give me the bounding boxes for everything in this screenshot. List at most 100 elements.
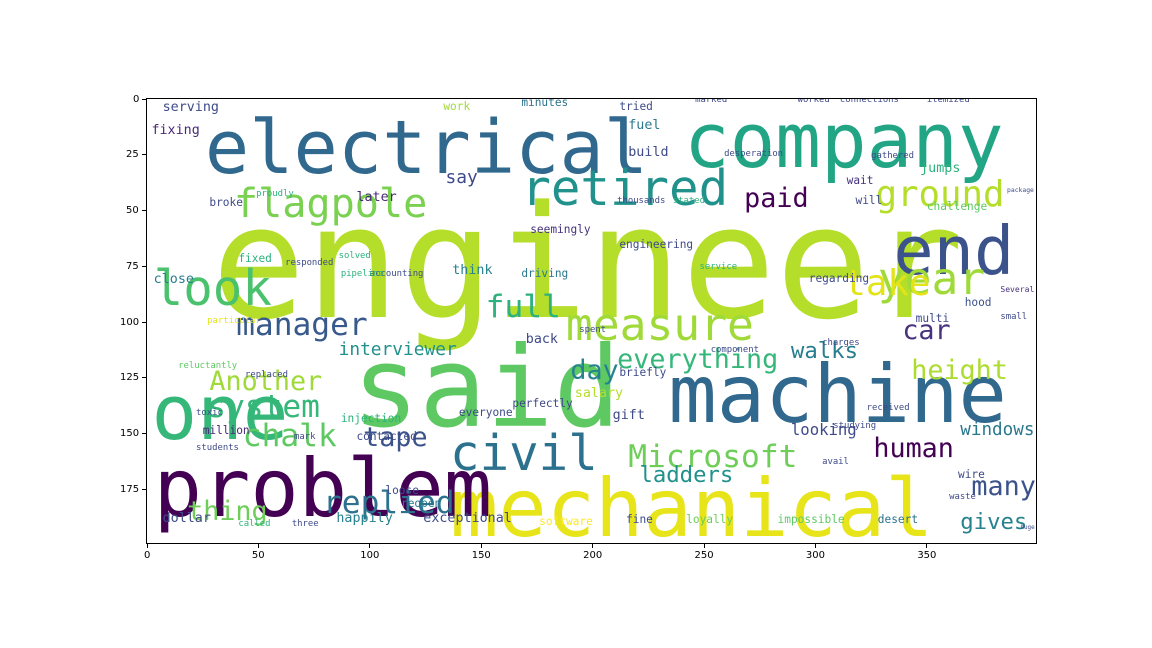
x-tick-mark xyxy=(146,544,148,548)
word-injection: injection xyxy=(340,412,402,426)
word-tape: tape xyxy=(363,422,428,454)
word-fixed: fixed xyxy=(238,251,272,265)
word-avail: avail xyxy=(822,456,849,467)
x-tick-mark xyxy=(814,544,816,548)
word-pipeline: pipeline xyxy=(340,269,384,280)
word-studying: studying xyxy=(833,420,877,431)
x-tick-label: 0 xyxy=(144,550,151,561)
word-close: close xyxy=(153,272,194,288)
word-driving: driving xyxy=(521,267,569,281)
word-height: height xyxy=(911,355,1008,387)
x-tick-label: 150 xyxy=(471,550,491,561)
word-huge: huge xyxy=(1020,523,1035,531)
word-civil: civil xyxy=(450,424,598,483)
y-tick-label: 25 xyxy=(126,149,139,161)
word-solved: solved xyxy=(338,251,371,262)
word-called: called xyxy=(238,519,271,530)
y-tick-mark xyxy=(142,321,146,323)
word-salary: salary xyxy=(574,385,624,401)
word-multi: multi xyxy=(915,311,950,325)
word-spent: spent xyxy=(579,324,607,335)
word-year: year xyxy=(877,252,986,305)
word-look: look xyxy=(153,259,272,318)
x-tick-mark xyxy=(592,544,594,548)
word-walks: walks xyxy=(790,337,859,364)
x-tick-mark xyxy=(369,544,371,548)
word-many: many xyxy=(971,471,1036,503)
word-machine: machine xyxy=(668,347,1007,442)
word-chalk: chalk xyxy=(242,418,337,455)
word-replaced: replaced xyxy=(245,369,288,380)
word-challenge: challenge xyxy=(926,200,988,214)
word-car: car xyxy=(902,315,951,346)
word-loyally: loyally xyxy=(686,512,734,526)
y-tick-label: 0 xyxy=(133,93,140,105)
y-tick-mark xyxy=(142,98,146,100)
word-package: package xyxy=(1007,185,1034,194)
x-tick-mark xyxy=(703,544,705,548)
word-impossible: impossible xyxy=(777,512,845,526)
word-particular: particular xyxy=(207,316,261,327)
word-seemingly: seemingly xyxy=(530,222,591,236)
word-fuel: fuel xyxy=(628,118,661,134)
word-retired: retired xyxy=(521,158,729,217)
word-one: one xyxy=(151,368,289,457)
word-measure: measure xyxy=(565,299,754,352)
word-think: think xyxy=(452,263,493,279)
word-company: company xyxy=(683,98,1004,185)
word-desert: desert xyxy=(877,512,919,526)
y-tick-mark xyxy=(142,377,146,379)
x-tick-label: 250 xyxy=(694,550,714,561)
word-engineering: engineering xyxy=(619,238,694,252)
word-tried: tried xyxy=(619,100,653,113)
x-tick-mark xyxy=(480,544,482,548)
word-proudly: proudly xyxy=(256,188,294,199)
y-tick-label: 125 xyxy=(120,372,140,384)
plot-area: engineer said machine mechanical problem elec… xyxy=(146,98,1037,544)
word-hood: hood xyxy=(964,296,992,310)
word-accounting: accounting xyxy=(369,269,424,280)
y-tick-mark xyxy=(142,210,146,212)
word-dollar: dollar xyxy=(162,510,211,526)
x-tick-mark xyxy=(257,544,259,548)
word-several: Several xyxy=(1000,285,1035,295)
word-wire: wire xyxy=(958,468,985,482)
word-full: full xyxy=(485,289,561,326)
word-jumps: jumps xyxy=(920,160,961,176)
word-looking: looking xyxy=(790,421,857,440)
word-paid: paid xyxy=(744,183,809,215)
word-loose: loose xyxy=(385,483,419,497)
word-service: service xyxy=(699,262,738,273)
y-tick-mark xyxy=(142,265,146,267)
word-reluctantly: reluctantly xyxy=(178,360,238,371)
word-gives: gives xyxy=(960,509,1028,536)
word-will: will xyxy=(855,193,883,207)
word-broke: broke xyxy=(209,195,243,209)
word-perfectly: perfectly xyxy=(512,396,573,410)
word-end: end xyxy=(893,212,1015,291)
word-gift: gift xyxy=(612,408,645,424)
word-work: work xyxy=(443,100,471,113)
word-thousands: thousands xyxy=(617,195,666,206)
word-build: build xyxy=(628,145,669,161)
word-million: million xyxy=(202,423,250,437)
x-tick-label: 100 xyxy=(360,550,380,561)
word-another: Another xyxy=(209,366,323,398)
word-component: component xyxy=(710,345,759,356)
word-contacted: contacted xyxy=(356,430,417,444)
word-day: day xyxy=(570,355,619,387)
word-mark: mark xyxy=(294,432,316,443)
y-tick-label: 75 xyxy=(126,260,139,272)
word-everyone: everyone xyxy=(458,405,513,419)
y-tick-mark xyxy=(142,154,146,156)
x-tick-mark xyxy=(926,544,928,548)
word-toxic: toxic xyxy=(196,407,223,418)
x-tick-label: 200 xyxy=(583,550,603,561)
y-tick-label: 50 xyxy=(126,205,139,217)
word-said: said xyxy=(351,323,621,454)
word-serving: serving xyxy=(162,100,219,116)
word-cloud: engineer said machine mechanical problem elec… xyxy=(147,99,1036,543)
y-tick-mark xyxy=(142,433,146,435)
word-three: three xyxy=(291,519,319,530)
y-tick-label: 175 xyxy=(120,483,140,495)
